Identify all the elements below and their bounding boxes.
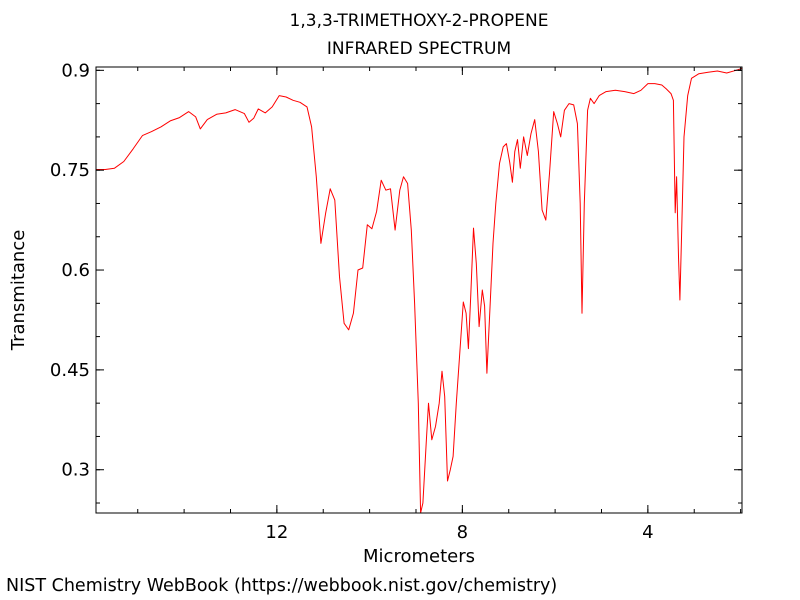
x-tick-label: 12 bbox=[265, 522, 288, 543]
x-tick-label: 8 bbox=[457, 522, 468, 543]
y-tick-label: 0.45 bbox=[50, 360, 90, 381]
source-credit: NIST Chemistry WebBook (https://webbook.… bbox=[6, 576, 558, 596]
x-tick-label: 4 bbox=[642, 522, 653, 543]
x-axis-label: Micrometers bbox=[363, 546, 475, 567]
chart-subtitle: INFRARED SPECTRUM bbox=[326, 39, 512, 59]
spectrum-layer bbox=[96, 67, 743, 514]
y-axis-label: Transmitance bbox=[8, 230, 29, 352]
chart-title: 1,3,3-TRIMETHOXY-2-PROPENE bbox=[289, 11, 549, 31]
spectrum-line bbox=[96, 67, 743, 514]
y-tick-label: 0.6 bbox=[61, 260, 90, 281]
y-tick-label: 0.3 bbox=[61, 460, 90, 481]
y-axis-ticks: 0.3 0.45 0.6 0.75 0.9 bbox=[50, 60, 742, 481]
x-axis-ticks: 12 8 4 bbox=[265, 67, 654, 543]
y-tick-label: 0.75 bbox=[50, 160, 90, 181]
y-tick-label: 0.9 bbox=[61, 60, 90, 81]
plot-frame bbox=[95, 66, 743, 514]
